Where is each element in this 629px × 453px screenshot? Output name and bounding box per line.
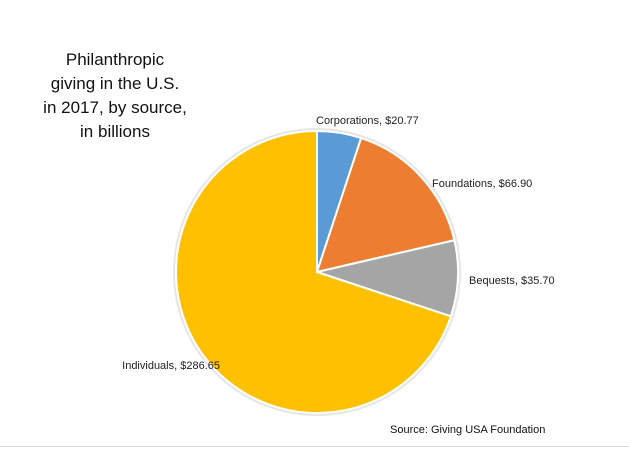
- pie-slices: [173, 128, 461, 416]
- pie-outline: [173, 128, 461, 416]
- slice-label-individuals: Individuals, $286.65: [122, 360, 220, 372]
- pie-slice-foundations: [315, 136, 456, 274]
- slice-label-bequests: Bequests, $35.70: [469, 275, 555, 287]
- pie-slice-individuals: [175, 129, 453, 414]
- chart-title-line: in billions: [80, 122, 150, 141]
- slice-label-foundations: Foundations, $66.90: [432, 178, 532, 190]
- divider: [0, 446, 629, 447]
- source-note: Source: Giving USA Foundation: [390, 424, 546, 436]
- slice-label-corporations: Corporations, $20.77: [316, 115, 419, 127]
- chart-title-line: giving in the U.S.: [50, 74, 180, 93]
- chart-title-line: in 2017, by source,: [43, 98, 187, 117]
- slice-labels: Corporations, $20.77 Foundations, $66.90…: [122, 115, 554, 372]
- chart-title: Philanthropic giving in the U.S. in 2017…: [30, 48, 200, 144]
- chart-title-line: Philanthropic: [65, 50, 165, 69]
